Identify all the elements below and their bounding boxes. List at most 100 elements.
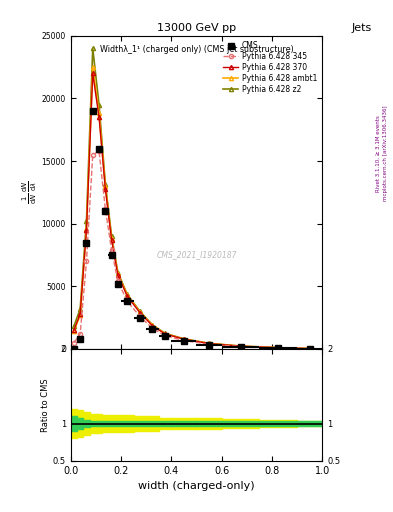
Pythia 6.428 z2	[90, 45, 95, 51]
Pythia 6.428 z2	[97, 102, 101, 108]
Text: CMS_2021_I1920187: CMS_2021_I1920187	[156, 250, 237, 260]
Pythia 6.428 370	[150, 323, 155, 329]
Pythia 6.428 370	[72, 327, 76, 333]
Pythia 6.428 ambt1	[150, 322, 155, 328]
Y-axis label: Ratio to CMS: Ratio to CMS	[41, 378, 50, 432]
Pythia 6.428 345	[238, 344, 243, 350]
Pythia 6.428 345	[116, 278, 120, 284]
CMS	[103, 208, 108, 214]
Pythia 6.428 345	[307, 346, 312, 352]
Pythia 6.428 ambt1	[78, 312, 83, 318]
CMS	[182, 338, 186, 344]
Y-axis label: $\frac{1}{\mathrm{d}N}\,\frac{\mathrm{d}N}{\mathrm{d}\lambda}$: $\frac{1}{\mathrm{d}N}\,\frac{\mathrm{d}…	[20, 181, 39, 204]
Pythia 6.428 z2	[163, 330, 167, 336]
CMS	[116, 281, 120, 287]
Pythia 6.428 ambt1	[138, 309, 142, 315]
Pythia 6.428 ambt1	[103, 183, 108, 189]
Pythia 6.428 ambt1	[109, 236, 114, 242]
Pythia 6.428 z2	[276, 345, 281, 351]
CMS	[84, 240, 89, 246]
Line: CMS: CMS	[71, 108, 312, 352]
Pythia 6.428 370	[116, 272, 120, 278]
Line: Pythia 6.428 ambt1: Pythia 6.428 ambt1	[72, 65, 312, 351]
X-axis label: width (charged-only): width (charged-only)	[138, 481, 255, 491]
Pythia 6.428 z2	[238, 343, 243, 349]
Pythia 6.428 370	[163, 331, 167, 337]
CMS	[78, 336, 83, 342]
CMS	[138, 314, 142, 321]
Pythia 6.428 z2	[125, 291, 130, 297]
Text: Rivet 3.1.10, ≥ 3.1M events: Rivet 3.1.10, ≥ 3.1M events	[375, 115, 380, 192]
Pythia 6.428 345	[207, 342, 211, 348]
CMS	[109, 252, 114, 258]
Pythia 6.428 z2	[207, 340, 211, 347]
Pythia 6.428 z2	[150, 322, 155, 328]
Pythia 6.428 370	[78, 311, 83, 317]
Pythia 6.428 ambt1	[125, 292, 130, 298]
Pythia 6.428 ambt1	[97, 111, 101, 117]
Pythia 6.428 z2	[307, 346, 312, 352]
Pythia 6.428 z2	[72, 324, 76, 330]
Pythia 6.428 ambt1	[207, 340, 211, 347]
CMS	[150, 326, 155, 332]
Pythia 6.428 345	[109, 247, 114, 253]
CMS	[125, 298, 130, 305]
CMS	[276, 345, 281, 351]
CMS	[163, 333, 167, 339]
Pythia 6.428 z2	[84, 218, 89, 224]
Pythia 6.428 370	[307, 346, 312, 352]
Pythia 6.428 z2	[116, 269, 120, 275]
Pythia 6.428 z2	[182, 336, 186, 342]
Pythia 6.428 370	[138, 310, 142, 316]
Line: Pythia 6.428 z2: Pythia 6.428 z2	[72, 46, 312, 351]
Pythia 6.428 ambt1	[163, 331, 167, 337]
Pythia 6.428 345	[90, 152, 95, 158]
Pythia 6.428 345	[163, 333, 167, 339]
CMS	[238, 344, 243, 350]
Pythia 6.428 ambt1	[307, 346, 312, 352]
Pythia 6.428 345	[182, 337, 186, 344]
Pythia 6.428 ambt1	[116, 271, 120, 277]
Pythia 6.428 z2	[138, 308, 142, 314]
Text: mcplots.cern.ch [arXiv:1306.3436]: mcplots.cern.ch [arXiv:1306.3436]	[383, 106, 388, 201]
CMS	[207, 342, 211, 348]
Pythia 6.428 ambt1	[90, 64, 95, 70]
Pythia 6.428 370	[90, 70, 95, 76]
Pythia 6.428 345	[276, 345, 281, 351]
Pythia 6.428 370	[84, 227, 89, 233]
Pythia 6.428 345	[84, 258, 89, 264]
Pythia 6.428 345	[138, 313, 142, 319]
Pythia 6.428 ambt1	[276, 345, 281, 351]
Pythia 6.428 ambt1	[72, 328, 76, 334]
Pythia 6.428 z2	[78, 306, 83, 312]
Legend: CMS, Pythia 6.428 345, Pythia 6.428 370, Pythia 6.428 ambt1, Pythia 6.428 z2: CMS, Pythia 6.428 345, Pythia 6.428 370,…	[222, 39, 318, 95]
Pythia 6.428 370	[103, 185, 108, 191]
Pythia 6.428 ambt1	[84, 226, 89, 232]
Pythia 6.428 370	[238, 343, 243, 349]
Pythia 6.428 370	[97, 114, 101, 120]
CMS	[97, 145, 101, 152]
Text: Jets: Jets	[351, 23, 371, 33]
Pythia 6.428 ambt1	[238, 343, 243, 349]
Pythia 6.428 345	[72, 339, 76, 346]
CMS	[307, 346, 312, 352]
Pythia 6.428 ambt1	[182, 336, 186, 342]
Pythia 6.428 z2	[109, 233, 114, 239]
CMS	[90, 108, 95, 114]
CMS	[72, 346, 76, 352]
Line: Pythia 6.428 370: Pythia 6.428 370	[72, 71, 312, 351]
Pythia 6.428 z2	[103, 181, 108, 187]
Pythia 6.428 370	[276, 345, 281, 351]
Pythia 6.428 345	[103, 206, 108, 212]
Pythia 6.428 370	[125, 293, 130, 300]
Pythia 6.428 370	[207, 340, 211, 347]
Pythia 6.428 370	[109, 237, 114, 243]
Pythia 6.428 345	[150, 325, 155, 331]
Pythia 6.428 370	[182, 336, 186, 342]
Pythia 6.428 345	[125, 298, 130, 305]
Line: Pythia 6.428 345: Pythia 6.428 345	[72, 149, 312, 351]
Pythia 6.428 345	[97, 148, 101, 154]
Text: Widthλ_1¹ (charged only) (CMS jet substructure): Widthλ_1¹ (charged only) (CMS jet substr…	[99, 45, 294, 54]
Pythia 6.428 345	[78, 331, 83, 337]
Text: 13000 GeV pp: 13000 GeV pp	[157, 23, 236, 33]
